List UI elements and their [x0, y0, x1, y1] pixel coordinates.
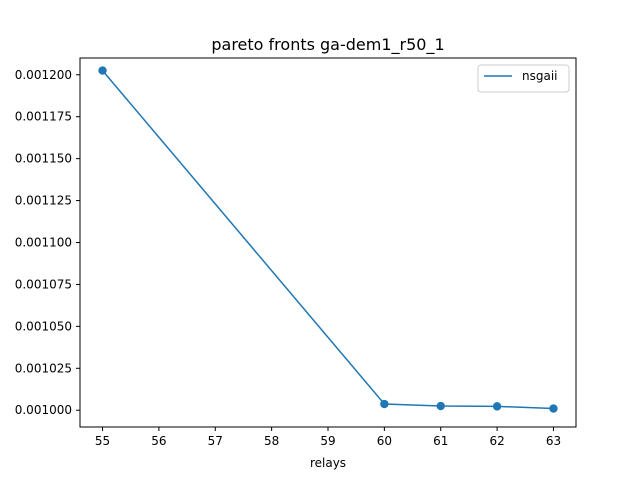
- x-axis-label: relays: [310, 456, 346, 470]
- x-axis: 55 56 57 58 59 60 61 62 63: [95, 427, 561, 448]
- y-tick-label: 0.001125: [15, 194, 72, 208]
- y-tick-label: 0.001025: [15, 361, 72, 375]
- data-point: [492, 402, 502, 411]
- x-tick-label: 62: [489, 434, 504, 448]
- legend-label: nsgaii: [522, 69, 558, 83]
- legend: nsgaii: [477, 64, 570, 93]
- y-tick-label: 0.001175: [15, 110, 72, 124]
- x-tick-label: 61: [433, 434, 448, 448]
- data-point: [380, 399, 389, 409]
- y-tick-label: 0.001150: [15, 152, 72, 166]
- plot-area: [98, 66, 558, 413]
- y-tick-label: 0.001075: [15, 277, 72, 291]
- y-tick-label: 0.001050: [15, 319, 72, 333]
- data-point: [98, 66, 107, 75]
- y-tick-label: 0.001000: [15, 403, 72, 417]
- y-tick-label: 0.001100: [15, 236, 72, 250]
- x-tick-label: 56: [151, 434, 166, 448]
- chart-title: pareto fronts ga-dem1_r50_1: [211, 35, 444, 55]
- x-tick-label: 60: [377, 434, 392, 448]
- y-axis: 0.001000 0.001025 0.001050 0.001075 0.001100…: [15, 68, 80, 417]
- data-point: [436, 401, 445, 411]
- legend-box: [477, 64, 570, 93]
- x-tick-label: 59: [320, 434, 335, 448]
- x-tick-label: 63: [546, 434, 561, 448]
- x-tick-label: 55: [95, 434, 110, 448]
- y-tick-label: 0.001200: [15, 68, 72, 82]
- x-tick-label: 57: [208, 434, 223, 448]
- x-tick-label: 58: [264, 434, 279, 448]
- data-point: [549, 404, 558, 413]
